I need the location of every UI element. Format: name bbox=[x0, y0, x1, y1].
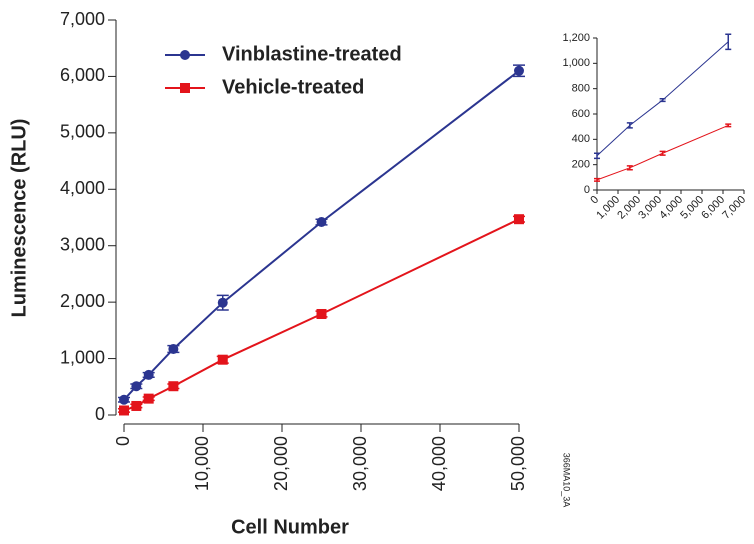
y-tick-label: 1,000 bbox=[60, 347, 105, 367]
error-bar bbox=[626, 165, 633, 171]
marker bbox=[143, 369, 154, 380]
marker bbox=[131, 381, 142, 392]
error-bar bbox=[725, 33, 732, 51]
marker bbox=[217, 297, 228, 308]
y-axis-label: Luminescence (RLU) bbox=[8, 119, 30, 318]
x-tick-label: 1,000 bbox=[594, 194, 622, 222]
error-bar bbox=[725, 123, 732, 128]
y-tick-label: 7,000 bbox=[60, 9, 105, 29]
x-tick-label: 10,000 bbox=[192, 436, 212, 491]
y-tick-label: 0 bbox=[584, 184, 590, 196]
y-tick-label: 0 bbox=[95, 404, 105, 424]
marker bbox=[316, 308, 327, 319]
x-tick-label: 2,000 bbox=[615, 194, 643, 222]
x-axis-label: Cell Number bbox=[231, 516, 349, 538]
y-tick-label: 6,000 bbox=[60, 65, 105, 85]
x-tick-label: 20,000 bbox=[271, 436, 291, 491]
error-bar bbox=[626, 122, 633, 129]
marker bbox=[119, 394, 129, 405]
series-line bbox=[123, 69, 520, 401]
y-tick-label: 400 bbox=[572, 133, 590, 145]
error-bar bbox=[659, 150, 666, 156]
marker bbox=[514, 65, 524, 76]
y-tick-label: 600 bbox=[572, 108, 590, 120]
x-tick-label: 3,000 bbox=[636, 194, 664, 222]
marker bbox=[119, 405, 129, 416]
marker bbox=[131, 400, 142, 411]
legend-label: Vehicle-treated bbox=[222, 76, 364, 98]
series-line bbox=[596, 41, 729, 157]
x-tick-label: 5,000 bbox=[678, 194, 706, 222]
series-line bbox=[596, 124, 729, 181]
error-bar bbox=[594, 152, 600, 160]
marker bbox=[143, 393, 154, 404]
y-tick-label: 200 bbox=[572, 159, 590, 171]
x-tick-label: 0 bbox=[588, 194, 601, 207]
y-tick-label: 2,000 bbox=[60, 291, 105, 311]
y-tick-label: 1,000 bbox=[562, 57, 590, 69]
marker bbox=[168, 381, 179, 392]
error-bar bbox=[594, 177, 600, 182]
legend-marker bbox=[180, 50, 190, 60]
x-tick-label: 0 bbox=[113, 436, 133, 446]
x-tick-label: 4,000 bbox=[657, 194, 685, 222]
marker bbox=[316, 217, 327, 228]
marker bbox=[168, 343, 179, 354]
x-tick-label: 6,000 bbox=[699, 194, 727, 222]
x-tick-label: 7,000 bbox=[720, 194, 748, 222]
x-tick-label: 40,000 bbox=[429, 436, 449, 491]
y-tick-label: 1,200 bbox=[562, 32, 590, 44]
y-tick-label: 4,000 bbox=[60, 178, 105, 198]
y-tick-label: 3,000 bbox=[60, 234, 105, 254]
legend-marker bbox=[180, 83, 190, 93]
y-tick-label: 800 bbox=[572, 83, 590, 95]
legend-label: Vinblastine-treated bbox=[222, 43, 402, 65]
y-tick-label: 5,000 bbox=[60, 122, 105, 142]
error-bar bbox=[659, 98, 666, 103]
x-tick-label: 50,000 bbox=[508, 436, 528, 491]
marker bbox=[514, 214, 524, 225]
marker bbox=[217, 354, 228, 365]
x-tick-label: 30,000 bbox=[350, 436, 370, 491]
figure-code: 366MA10_3A bbox=[562, 453, 572, 508]
